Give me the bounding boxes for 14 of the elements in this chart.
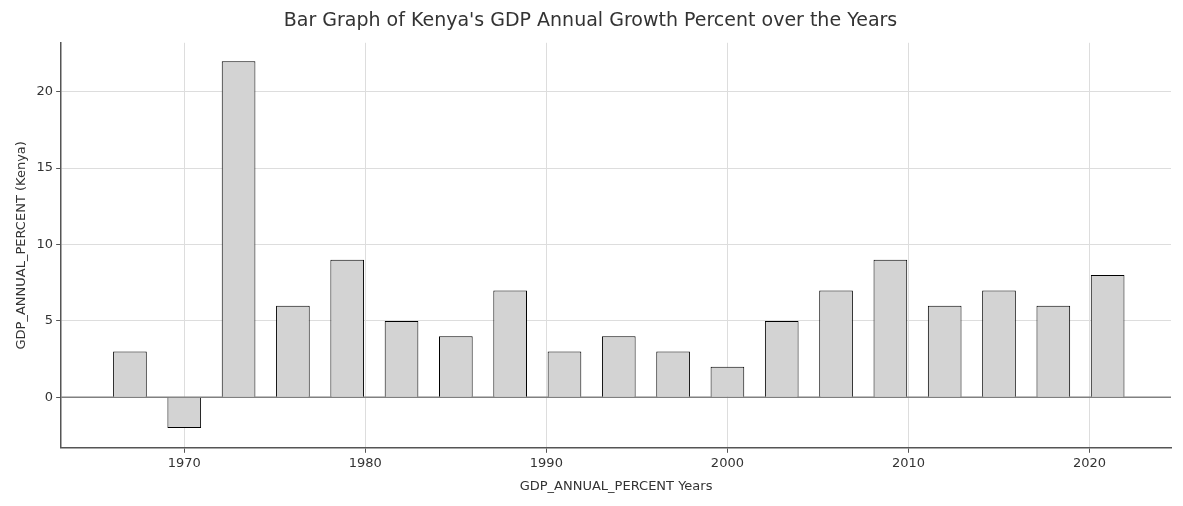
y-tick-label: 20 xyxy=(36,83,54,99)
y-tick-label: 10 xyxy=(36,235,54,251)
chart-title: Bar Graph of Kenya's GDP Annual Growth Percent over the Years xyxy=(283,8,898,31)
x-tick-label: 1980 xyxy=(348,454,382,470)
y-tick-label: 0 xyxy=(44,388,54,404)
y-tick-label: 15 xyxy=(36,159,54,175)
x-tick-label: 2020 xyxy=(1072,454,1107,470)
x-tick-label: 2000 xyxy=(710,454,744,470)
y-tick-label: 5 xyxy=(44,312,54,328)
x-tick-label: 1970 xyxy=(167,454,201,470)
y-axis-title: GDP_ANNUAL_PERCENT (Kenya) xyxy=(13,141,29,350)
x-tick-label: 1990 xyxy=(529,454,563,470)
x-tick-label: 2010 xyxy=(891,454,926,470)
x-axis-title: GDP_ANNUAL_PERCENT Years xyxy=(519,477,713,493)
